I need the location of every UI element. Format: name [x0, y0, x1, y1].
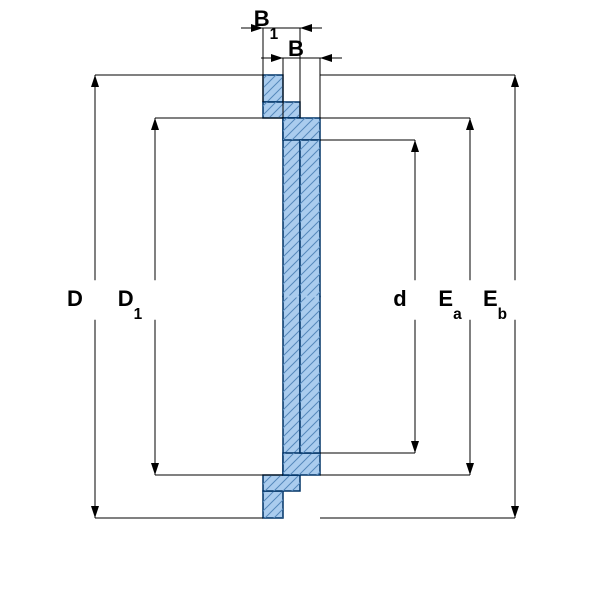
dim-label-B: B [288, 36, 304, 61]
dim-label-B1: B1 [254, 6, 279, 43]
dim-label-D: D [67, 286, 83, 311]
dim-label-d: d [393, 286, 406, 311]
bearing-cross-section-diagram: DD1dEaEbBB1 [0, 0, 600, 600]
